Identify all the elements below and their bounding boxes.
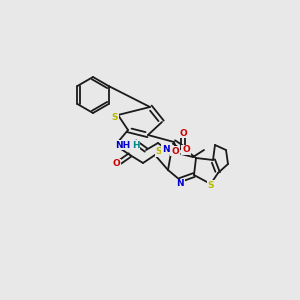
Text: S: S <box>112 113 118 122</box>
Text: O: O <box>171 146 179 155</box>
Text: N: N <box>176 179 184 188</box>
Text: NH: NH <box>116 140 130 149</box>
Text: H: H <box>132 140 140 149</box>
Text: O: O <box>112 160 120 169</box>
Text: S: S <box>208 181 214 190</box>
Text: O: O <box>182 146 190 154</box>
Text: N: N <box>162 145 170 154</box>
Text: S: S <box>156 148 162 157</box>
Text: O: O <box>179 128 187 137</box>
